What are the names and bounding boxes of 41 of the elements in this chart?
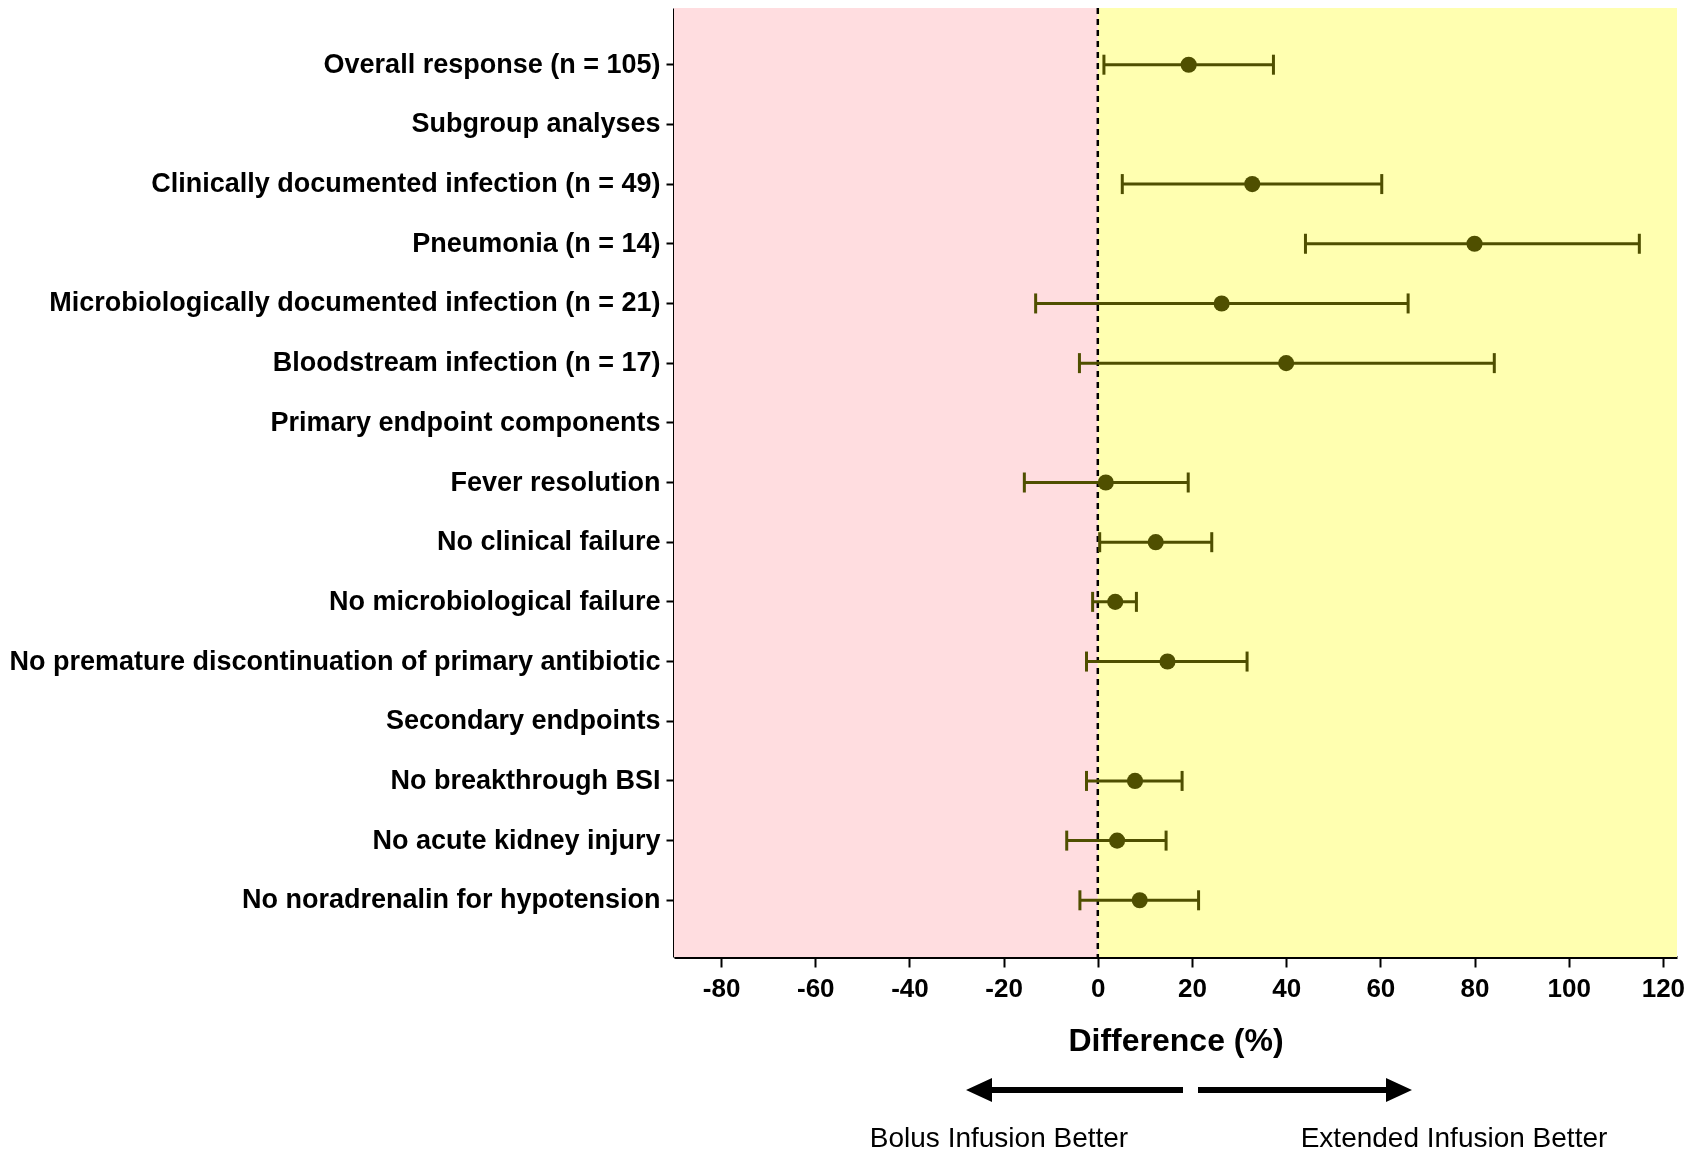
point <box>1147 534 1164 551</box>
text: Extended Infusion Better <box>1300 1122 1608 1154</box>
x-tick-label: -40 <box>891 972 929 1003</box>
y-tick-label: No microbiological failure <box>328 585 661 616</box>
point <box>1126 772 1144 789</box>
y-tick-label: Bloodstream infection (n = 17) <box>272 347 661 378</box>
text: Bolus Infusion Better <box>869 1122 1129 1154</box>
point <box>1109 832 1126 849</box>
x-tick-label: 80 <box>1460 972 1490 1003</box>
point <box>1097 474 1114 491</box>
x-tick-label: 120 <box>1641 972 1686 1003</box>
point <box>1180 56 1197 73</box>
x-tick-label: 60 <box>1366 972 1396 1003</box>
y-tick-label: Overall response (n = 105) <box>323 48 661 79</box>
y-tick-label: No noradrenalin for hypotension <box>241 884 661 915</box>
y-tick-label: Primary endpoint components <box>270 406 661 437</box>
point <box>1107 593 1124 610</box>
x-tick-label: 100 <box>1547 972 1591 1003</box>
point <box>1244 176 1261 193</box>
y-tick-label: Subgroup analyses <box>411 108 661 139</box>
x-tick-label: -80 <box>702 972 741 1003</box>
x-tick-label: -60 <box>796 972 835 1003</box>
x-axis-title: Difference (%) <box>1068 1021 1284 1058</box>
y-tick-label: No clinical failure <box>436 526 661 557</box>
x-tick-label: -20 <box>985 972 1023 1003</box>
y-tick-label: No premature discontinuation of primary antibiotic <box>9 645 661 676</box>
x-tick-label: 0 <box>1091 972 1106 1003</box>
point <box>1278 355 1295 372</box>
y-tick-label: Fever resolution <box>450 466 661 497</box>
y-tick-label: No acute kidney injury <box>372 824 661 855</box>
x-tick-label: 20 <box>1178 972 1207 1003</box>
y-tick-label: Pneumonia (n = 14) <box>412 227 661 258</box>
y-tick-label: No breakthrough BSI <box>390 764 661 795</box>
y-tick-label: Secondary endpoints <box>385 705 661 736</box>
point <box>1131 892 1148 909</box>
point <box>1159 653 1176 670</box>
y-tick-label: Microbiologically documented infection (n = 21) <box>49 287 661 318</box>
point <box>1213 295 1230 312</box>
point <box>1466 235 1483 252</box>
y-tick-label: Clinically documented infection (n = 49) <box>151 168 661 199</box>
x-tick-label: 40 <box>1272 972 1302 1003</box>
